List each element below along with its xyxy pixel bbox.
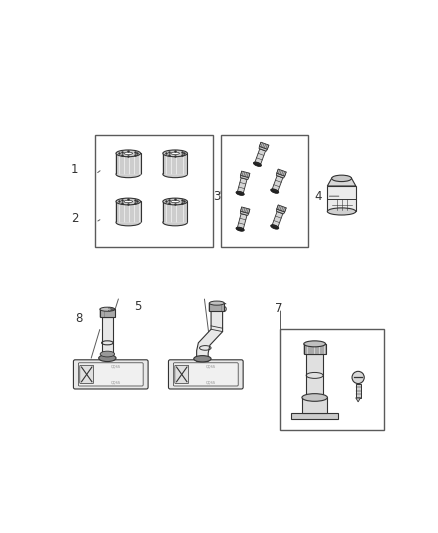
Polygon shape [356,384,360,398]
Polygon shape [100,309,115,317]
Text: 3: 3 [213,190,221,203]
Ellipse shape [332,175,352,182]
Text: 6: 6 [219,302,226,314]
Ellipse shape [271,189,279,193]
FancyBboxPatch shape [78,363,143,386]
Ellipse shape [163,171,187,177]
Text: QQSS: QQSS [111,381,121,384]
Ellipse shape [271,225,279,229]
FancyBboxPatch shape [173,363,238,386]
Text: 2: 2 [71,212,78,225]
Polygon shape [272,176,283,191]
Polygon shape [240,175,249,180]
Polygon shape [259,147,268,151]
Ellipse shape [116,198,141,205]
Text: 4: 4 [314,190,321,203]
Polygon shape [197,311,223,361]
Polygon shape [163,201,187,222]
Ellipse shape [116,150,141,157]
Ellipse shape [116,219,141,226]
Polygon shape [240,171,250,177]
Polygon shape [272,212,283,227]
Polygon shape [291,413,339,419]
FancyBboxPatch shape [80,365,94,383]
Polygon shape [116,201,141,222]
Polygon shape [304,344,325,354]
Text: 8: 8 [75,312,83,325]
Polygon shape [276,209,285,214]
Ellipse shape [171,152,180,155]
Ellipse shape [171,200,180,203]
Polygon shape [302,398,327,413]
Ellipse shape [304,341,325,347]
Text: 5: 5 [134,300,141,313]
Ellipse shape [116,171,141,177]
FancyBboxPatch shape [175,365,189,383]
Polygon shape [276,173,285,178]
Ellipse shape [99,354,116,361]
Ellipse shape [124,200,133,203]
Polygon shape [237,178,247,193]
Ellipse shape [100,351,115,357]
Bar [95,135,212,247]
Ellipse shape [302,394,327,401]
Polygon shape [102,317,113,354]
Polygon shape [255,149,265,164]
FancyBboxPatch shape [169,360,243,389]
Ellipse shape [163,150,187,157]
Ellipse shape [194,356,211,362]
Polygon shape [116,154,141,174]
Polygon shape [209,303,224,311]
Polygon shape [327,179,356,186]
Bar [221,135,307,247]
Ellipse shape [253,162,261,166]
Ellipse shape [124,152,133,155]
Polygon shape [240,211,249,215]
Ellipse shape [163,198,187,205]
Polygon shape [306,354,323,398]
Text: 1: 1 [71,163,78,175]
Text: QQSS: QQSS [206,381,216,384]
Text: 7: 7 [275,302,283,314]
Polygon shape [163,154,187,174]
Bar [280,328,384,431]
Ellipse shape [236,191,244,196]
Ellipse shape [327,208,356,215]
Text: QQSS: QQSS [206,365,216,369]
Ellipse shape [236,227,244,231]
FancyBboxPatch shape [74,360,148,389]
Polygon shape [277,169,286,176]
Polygon shape [356,398,360,402]
Circle shape [352,372,364,384]
Polygon shape [259,142,269,149]
Text: QQSS: QQSS [111,365,121,369]
Ellipse shape [209,301,224,305]
Ellipse shape [100,307,115,311]
Polygon shape [327,186,356,212]
Polygon shape [240,207,250,213]
Polygon shape [277,205,286,212]
Ellipse shape [163,219,187,226]
Polygon shape [237,214,247,229]
